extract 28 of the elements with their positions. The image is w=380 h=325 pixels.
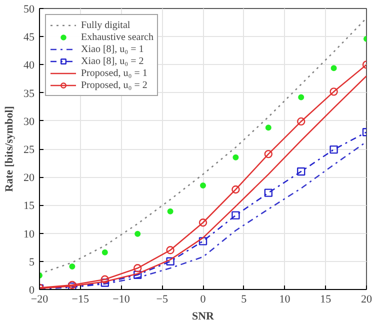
legend-label: Fully digital: [81, 19, 130, 31]
y-tick-label: 5: [29, 256, 35, 268]
y-axis-title: Rate [bits/symbol]: [4, 106, 16, 192]
y-tick-label: 40: [24, 60, 35, 72]
legend-label: Xiao [8], u₀ = 1: [81, 43, 144, 55]
x-tick-label: 20: [361, 294, 372, 306]
y-tick-label: 30: [24, 116, 35, 128]
y-tick-label: 10: [24, 228, 35, 240]
x-tick-label: −20: [30, 294, 49, 306]
y-tick-label: 15: [24, 200, 35, 212]
x-tick-label: 15: [320, 294, 332, 306]
x-tick-label: 5: [241, 294, 248, 306]
y-tick-label: 20: [24, 172, 35, 184]
x-tick-label: 0: [200, 294, 206, 306]
y-tick-label: 35: [24, 88, 35, 100]
x-tick-label: −15: [72, 294, 90, 306]
x-tick-label: 10: [279, 294, 291, 306]
y-tick-label: 25: [24, 144, 35, 156]
y-tick-label: 50: [24, 4, 35, 16]
legend-label: Proposed, u₀ = 1: [81, 67, 148, 79]
y-tick-label: 0: [29, 284, 35, 296]
x-tick-label: −10: [112, 294, 130, 306]
y-tick-label: 45: [24, 32, 35, 44]
legend-label: Xiao [8], u₀ = 2: [81, 55, 144, 67]
x-tick-label: −5: [156, 294, 168, 306]
legend-label: Proposed, u₀ = 2: [81, 79, 148, 91]
x-axis-title: SNR: [192, 310, 216, 322]
legend-label: Exhaustive search: [81, 31, 154, 43]
